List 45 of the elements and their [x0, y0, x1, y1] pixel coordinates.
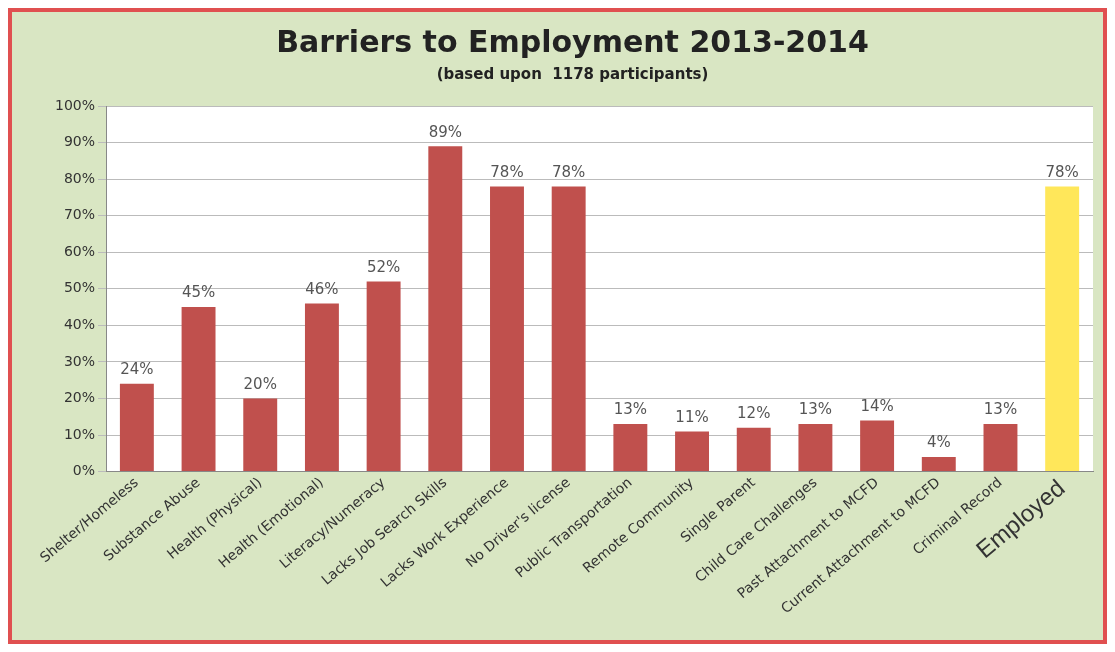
y-tick-label: 70% [63, 206, 96, 223]
data-label: 20% [243, 374, 277, 393]
bar [983, 424, 1018, 472]
bar [243, 398, 278, 472]
y-tick-label: 40% [63, 316, 96, 333]
bar [551, 186, 586, 472]
data-label: 78% [490, 162, 524, 181]
y-tick-label: 50% [63, 279, 96, 296]
data-label: 4% [926, 433, 951, 452]
data-label: 52% [366, 257, 401, 276]
bar [736, 427, 771, 472]
bar [490, 186, 524, 472]
bar [613, 424, 648, 472]
chart-subtitle: (based upon 1178 participants) [436, 64, 709, 83]
bar [675, 431, 710, 472]
data-label: 78% [552, 162, 586, 181]
y-tick-label: 20% [63, 389, 96, 406]
bar [921, 456, 956, 472]
y-tick-label: 30% [63, 352, 96, 369]
y-tick-label: 10% [63, 425, 96, 442]
data-label: 13% [798, 400, 833, 419]
chart-title: Barriers to Employment 2013-2014 [276, 23, 869, 59]
data-label: 46% [305, 279, 339, 298]
y-tick-label: 60% [63, 242, 96, 259]
data-label: 11% [675, 407, 709, 426]
bar [798, 424, 833, 472]
bar [1045, 186, 1080, 472]
data-label: 78% [1045, 162, 1079, 181]
data-label: 13% [983, 400, 1018, 419]
bar [860, 420, 895, 472]
bar [119, 383, 154, 472]
bar [181, 307, 216, 472]
data-label: 14% [860, 396, 894, 415]
bar [428, 146, 463, 472]
bar [304, 303, 339, 472]
data-label: 24% [120, 360, 154, 379]
y-tick-label: 0% [72, 462, 96, 479]
data-label: 12% [737, 404, 771, 423]
y-tick-label: 80% [63, 169, 96, 186]
data-label: 45% [181, 283, 216, 302]
y-tick-label: 90% [63, 133, 96, 150]
bar [366, 281, 401, 472]
data-label: 13% [613, 400, 648, 419]
data-label: 89% [428, 122, 462, 141]
y-tick-label: 100% [54, 96, 96, 113]
